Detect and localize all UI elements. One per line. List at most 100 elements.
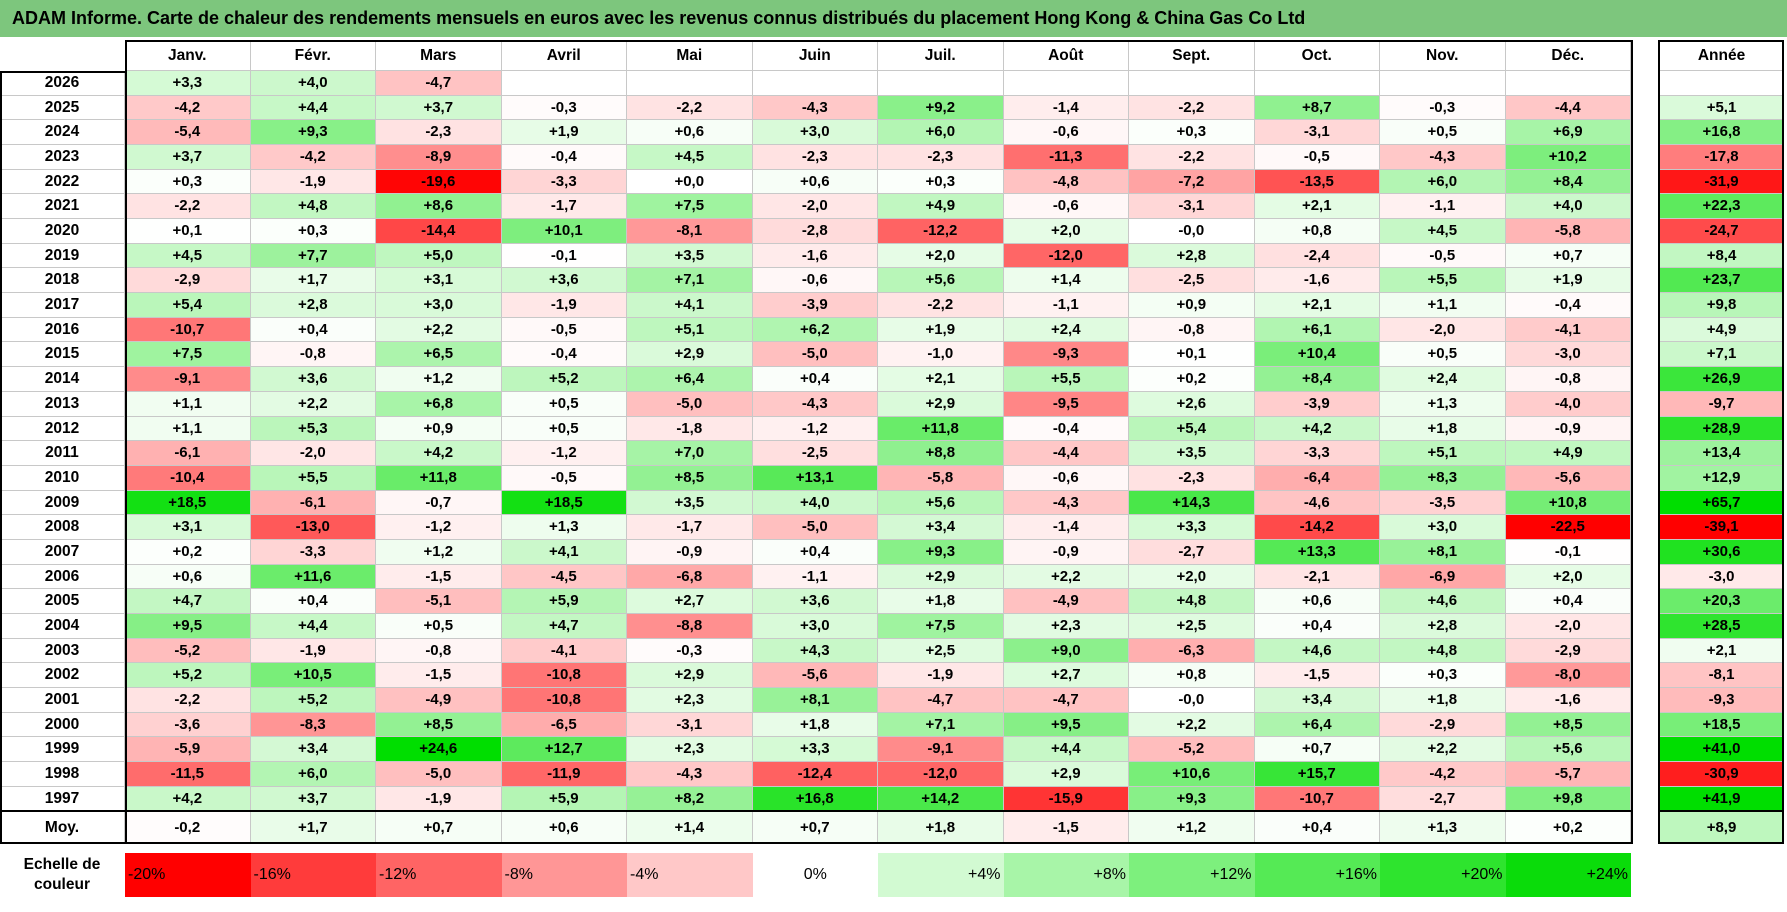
heatmap-cell: +4,5 bbox=[125, 243, 251, 269]
heatmap-cell: +4,1 bbox=[501, 539, 627, 565]
heatmap-cell: -5,8 bbox=[1505, 219, 1631, 244]
heatmap-cell: +5,5 bbox=[1380, 268, 1506, 294]
heatmap-cell: +3,4 bbox=[250, 737, 376, 763]
heatmap-cell: -0,9 bbox=[1505, 416, 1631, 442]
heatmap-cell: +0,6 bbox=[627, 120, 753, 146]
heatmap-cell: -7,2 bbox=[1129, 169, 1255, 195]
row-year-label: 2011 bbox=[0, 441, 125, 466]
heatmap-cell: +0,1 bbox=[1129, 342, 1255, 368]
annual-cell: +12,9 bbox=[1660, 465, 1784, 491]
heatmap-cell: +2,5 bbox=[878, 638, 1004, 664]
heatmap-cell: +4,0 bbox=[752, 490, 878, 516]
heatmap-cell: +3,0 bbox=[376, 293, 502, 318]
heatmap-cell: +0,9 bbox=[376, 416, 502, 442]
heatmap-cell: +11,6 bbox=[250, 564, 376, 590]
row-year-label: 2015 bbox=[0, 342, 125, 368]
heatmap-cell: -0,4 bbox=[1003, 416, 1129, 442]
average-separator-annual bbox=[1658, 810, 1784, 812]
row-year-label: 1999 bbox=[0, 737, 125, 763]
heatmap-cell: +1,1 bbox=[1380, 293, 1506, 318]
heatmap-cell: +8,3 bbox=[1380, 465, 1506, 491]
row-year-label: 1998 bbox=[0, 762, 125, 787]
heatmap-cell: +4,6 bbox=[1380, 589, 1506, 614]
heatmap-cell: -1,5 bbox=[376, 564, 502, 590]
heatmap-cell: -4,7 bbox=[878, 688, 1004, 713]
heatmap-cell: -4,7 bbox=[1003, 688, 1129, 713]
year-header: Année bbox=[1660, 40, 1784, 71]
heatmap-cell: -0,1 bbox=[501, 243, 627, 269]
average-cell: +1,7 bbox=[250, 812, 376, 843]
heatmap-cell: +7,5 bbox=[125, 342, 251, 368]
row-year-label: 2013 bbox=[0, 391, 125, 417]
annual-cell: +41,0 bbox=[1660, 737, 1784, 763]
annual-cell: +28,9 bbox=[1660, 416, 1784, 442]
heatmap-cell: -1,4 bbox=[1003, 515, 1129, 540]
heatmap-cell: -2,9 bbox=[1505, 638, 1631, 664]
heatmap-cell: -2,2 bbox=[1129, 95, 1255, 121]
heatmap-cell: -2,4 bbox=[1254, 243, 1380, 269]
heatmap-cell: -2,0 bbox=[1505, 613, 1631, 639]
page-title: ADAM Informe. Carte de chaleur des rende… bbox=[12, 8, 1306, 28]
color-scale-step: +24% bbox=[1505, 853, 1631, 897]
annual-cell: -9,3 bbox=[1660, 688, 1784, 713]
heatmap-cell: -5,6 bbox=[752, 663, 878, 688]
heatmap-cell: -4,5 bbox=[501, 564, 627, 590]
heatmap-cell: -9,1 bbox=[878, 737, 1004, 763]
row-year-label: 2017 bbox=[0, 293, 125, 318]
annual-cell: -8,1 bbox=[1660, 663, 1784, 688]
annual-cell: +22,3 bbox=[1660, 194, 1784, 220]
heatmap-cell: +9,5 bbox=[125, 613, 251, 639]
heatmap-cell bbox=[1254, 71, 1380, 96]
heatmap-cell: -2,0 bbox=[752, 194, 878, 220]
heatmap-cell: +4,5 bbox=[1380, 219, 1506, 244]
heatmap-cell: -5,0 bbox=[627, 391, 753, 417]
heatmap-cell: -2,7 bbox=[1129, 539, 1255, 565]
heatmap-cell: +3,0 bbox=[1380, 515, 1506, 540]
row-year-label: 2024 bbox=[0, 120, 125, 146]
heatmap-cell: +2,2 bbox=[376, 317, 502, 343]
heatmap-cell: -0,9 bbox=[627, 539, 753, 565]
heatmap-cell: -1,9 bbox=[501, 293, 627, 318]
heatmap-cell: -1,9 bbox=[878, 663, 1004, 688]
heatmap-cell: -9,3 bbox=[1003, 342, 1129, 368]
color-scale-step: 0% bbox=[752, 853, 878, 897]
row-year-label: 2005 bbox=[0, 589, 125, 614]
heatmap-cell: +2,3 bbox=[627, 737, 753, 763]
average-cell: +0,7 bbox=[752, 812, 878, 843]
heatmap-cell: +3,5 bbox=[1129, 441, 1255, 466]
heatmap-cell: -11,9 bbox=[501, 762, 627, 787]
heatmap-cell: -15,9 bbox=[1003, 786, 1129, 812]
heatmap-cell: +0,5 bbox=[1380, 342, 1506, 368]
row-year-label: 2003 bbox=[0, 638, 125, 664]
heatmap-cell: -2,9 bbox=[1380, 712, 1506, 738]
month-header-3: Mars bbox=[376, 40, 502, 71]
row-year-label: 2006 bbox=[0, 564, 125, 590]
heatmap-cell: -2,2 bbox=[878, 293, 1004, 318]
annual-cell: +7,1 bbox=[1660, 342, 1784, 368]
row-year-label: 2010 bbox=[0, 465, 125, 491]
heatmap-cell: +6,8 bbox=[376, 391, 502, 417]
heatmap-cell: +3,7 bbox=[376, 95, 502, 121]
heatmap-cell: -19,6 bbox=[376, 169, 502, 195]
heatmap-cell: +9,3 bbox=[250, 120, 376, 146]
annual-cell: +2,1 bbox=[1660, 638, 1784, 664]
month-header-6: Juin bbox=[752, 40, 878, 71]
heatmap-cell: +1,2 bbox=[376, 539, 502, 565]
month-header-5: Mai bbox=[627, 40, 753, 71]
heatmap-cell: +1,1 bbox=[125, 391, 251, 417]
heatmap-cell: -3,9 bbox=[1254, 391, 1380, 417]
average-cell: +0,6 bbox=[501, 812, 627, 843]
heatmap-cell: -1,4 bbox=[1003, 95, 1129, 121]
heatmap-cell: -4,7 bbox=[376, 71, 502, 96]
heatmap-cell: +4,7 bbox=[501, 613, 627, 639]
heatmap-cell: -0,5 bbox=[501, 317, 627, 343]
heatmap-cell: +2,9 bbox=[627, 342, 753, 368]
heatmap-cell: -3,6 bbox=[125, 712, 251, 738]
heatmap-cell: +0,6 bbox=[1254, 589, 1380, 614]
heatmap-cell: +4,0 bbox=[1505, 194, 1631, 220]
heatmap-cell: -1,1 bbox=[752, 564, 878, 590]
heatmap-cell: +7,5 bbox=[878, 613, 1004, 639]
heatmap-cell: +1,8 bbox=[878, 589, 1004, 614]
row-year-label: 2018 bbox=[0, 268, 125, 294]
color-scale-label: Echelle de couleur bbox=[8, 855, 116, 895]
